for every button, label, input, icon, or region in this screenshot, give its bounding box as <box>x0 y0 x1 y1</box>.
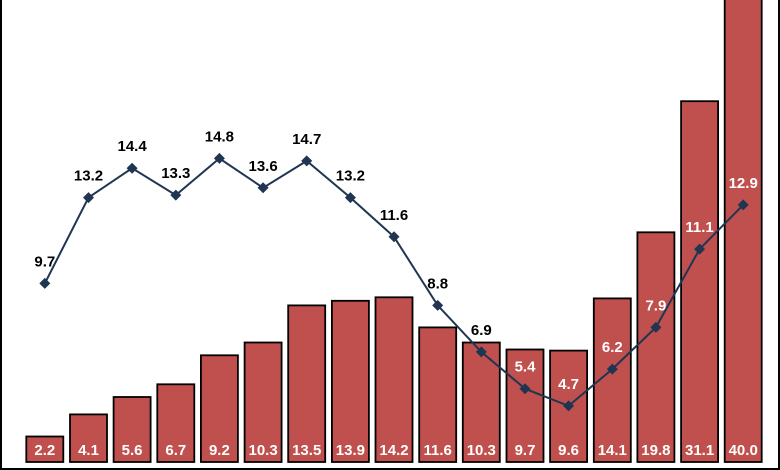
line-marker <box>650 321 662 333</box>
bar-value-label: 10.3 <box>467 442 496 459</box>
line-marker <box>694 243 706 255</box>
labels-layer: 2.2 4.1 5.6 6.7 9.2 10.3 13.5 13.9 14.2 11.6 10.3 9… <box>34 128 757 459</box>
line-value-label: 11.6 <box>380 207 408 224</box>
bar-value-label: 9.7 <box>515 442 536 459</box>
bar <box>243 341 283 463</box>
bar <box>418 326 458 463</box>
bar-value-label: 14.2 <box>379 442 408 459</box>
line-value-label: 9.7 <box>34 253 55 270</box>
line-marker <box>344 192 356 204</box>
bar-value-label: 5.6 <box>122 442 143 459</box>
line-value-label: 14.7 <box>292 131 321 148</box>
bar <box>25 435 65 463</box>
bar <box>636 231 676 463</box>
line-value-label: 12.9 <box>729 175 758 192</box>
bar <box>374 296 414 463</box>
bar-value-label: 40.0 <box>729 442 758 459</box>
line-marker <box>126 162 138 174</box>
line-marker <box>519 383 531 395</box>
bar-value-label: 31.1 <box>685 442 714 459</box>
bar <box>505 348 545 463</box>
bar-value-label: 13.5 <box>292 442 321 459</box>
bar-value-label: 19.8 <box>641 442 670 459</box>
line-layer <box>39 152 749 412</box>
line-value-label: 5.4 <box>515 359 537 376</box>
bar <box>112 396 152 463</box>
bar <box>69 413 108 463</box>
line-value-label: 14.8 <box>205 128 234 145</box>
line-value-label: 13.3 <box>161 165 190 182</box>
line-marker <box>301 155 313 167</box>
line-marker <box>737 199 749 211</box>
line-value-label: 4.7 <box>558 376 579 393</box>
bars-layer <box>25 0 763 463</box>
bar <box>723 0 763 463</box>
line-marker <box>563 400 575 412</box>
line-value-label: 8.8 <box>427 275 448 292</box>
bar-value-label: 10.3 <box>248 442 277 459</box>
bar-value-label: 2.2 <box>34 442 55 459</box>
line-marker <box>606 363 618 375</box>
bar-value-label: 14.1 <box>598 442 627 459</box>
bar-value-label: 9.2 <box>209 442 230 459</box>
line-marker <box>257 182 269 194</box>
line-value-label: 13.2 <box>74 168 103 185</box>
line-marker <box>475 346 487 358</box>
line-value-label: 6.2 <box>602 339 623 356</box>
line-value-label: 7.9 <box>645 297 666 314</box>
bar-value-label: 9.6 <box>558 442 579 459</box>
bar-value-label: 13.9 <box>336 442 365 459</box>
line-marker <box>388 231 400 243</box>
bar <box>330 299 370 463</box>
bar-value-label: 6.7 <box>165 442 186 459</box>
line-value-label: 14.4 <box>117 138 147 155</box>
bar <box>199 354 239 463</box>
line-value-label: 11.1 <box>685 219 713 236</box>
bar-value-label: 11.6 <box>424 442 452 459</box>
line-marker <box>83 192 94 204</box>
line-value-label: 13.6 <box>248 158 277 175</box>
bar <box>287 304 327 463</box>
bar <box>156 383 196 463</box>
bar-value-label: 4.1 <box>78 442 99 459</box>
line-value-label: 13.2 <box>336 168 365 185</box>
bar <box>680 100 719 463</box>
line-marker <box>213 152 225 164</box>
line-value-label: 6.9 <box>471 322 492 339</box>
line-marker <box>39 277 51 289</box>
line-marker <box>432 299 444 311</box>
line-marker <box>170 189 182 201</box>
